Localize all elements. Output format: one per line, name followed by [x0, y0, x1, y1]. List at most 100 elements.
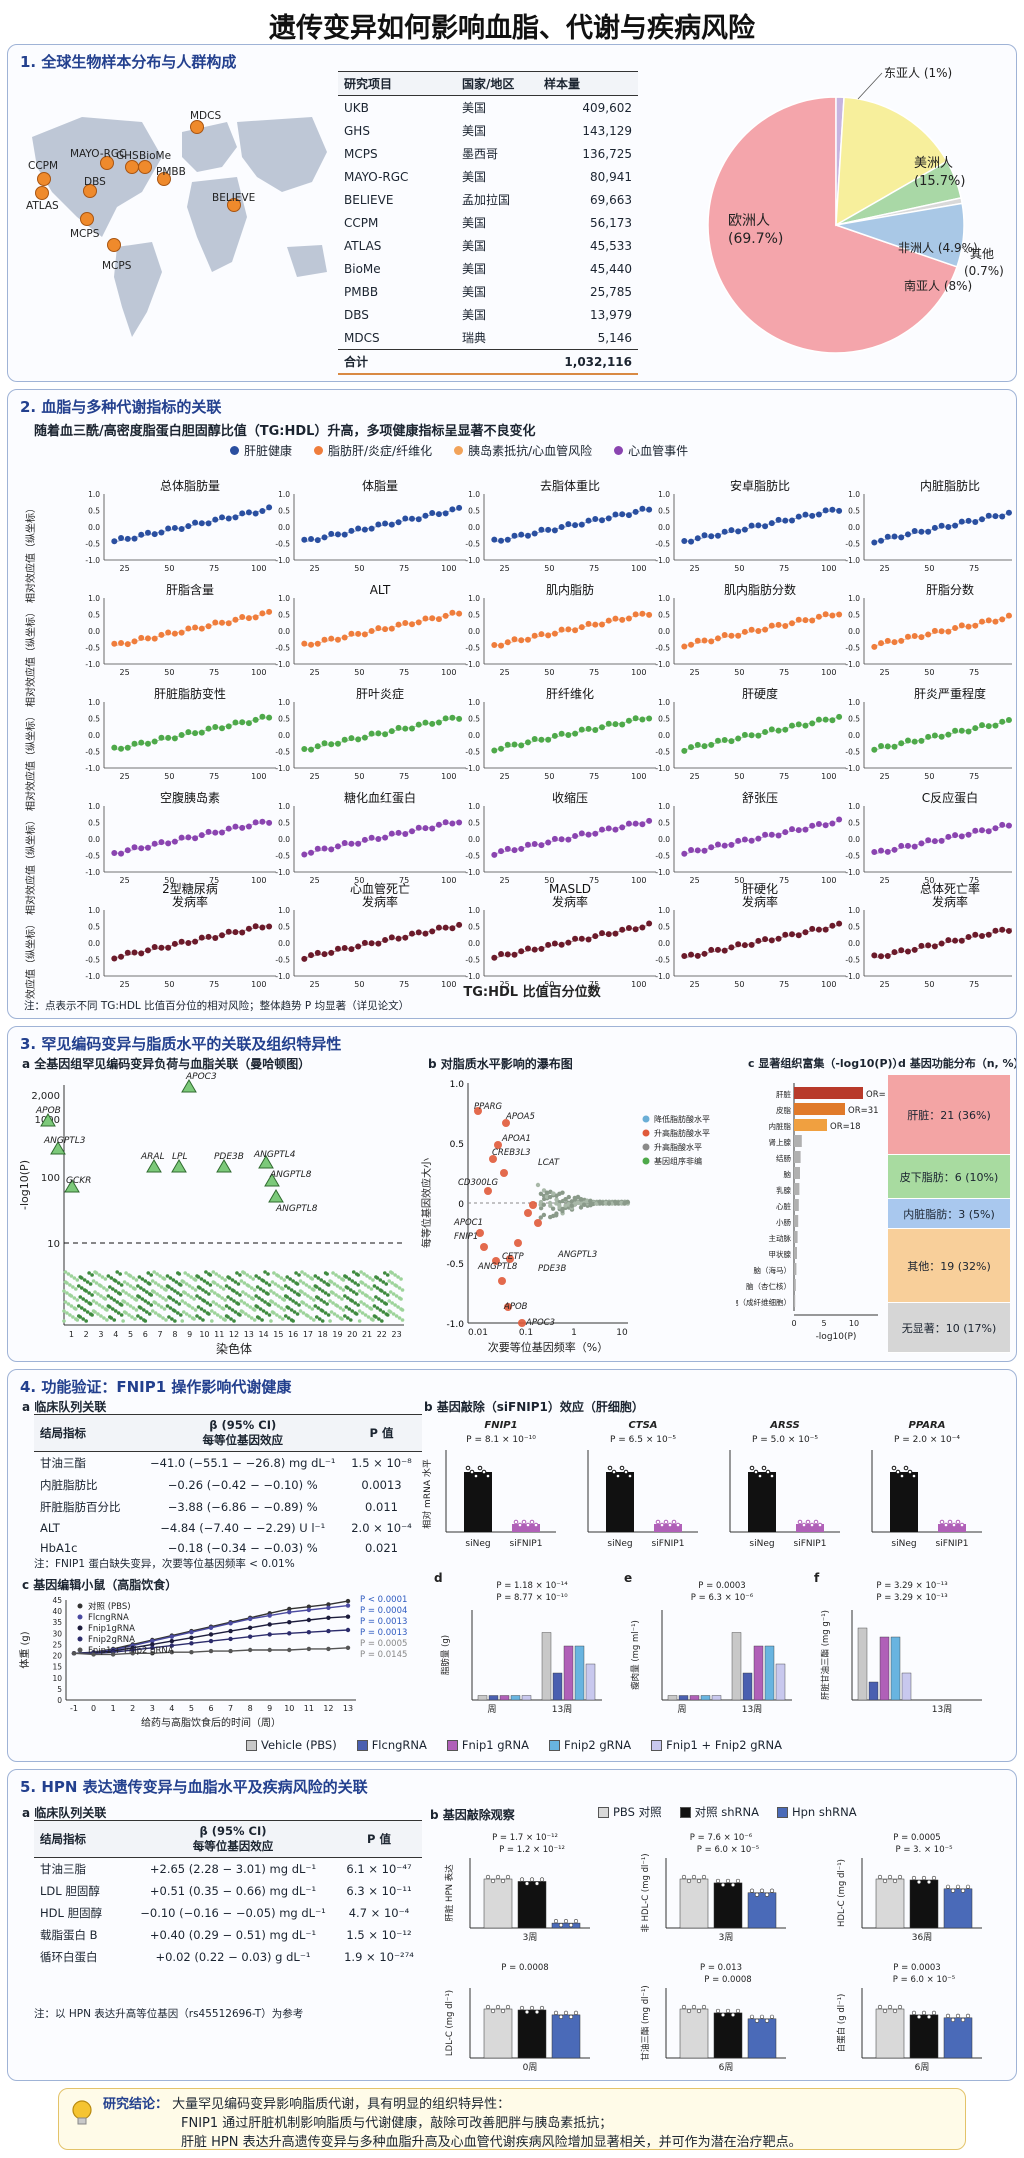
variant-point — [393, 1303, 397, 1307]
variant-point — [108, 1285, 112, 1289]
variant-point — [125, 1282, 130, 1286]
variant-point — [220, 1296, 224, 1300]
variant-point — [150, 1279, 155, 1283]
variant-point — [226, 1295, 230, 1299]
weight-point — [345, 1645, 351, 1650]
variant-point — [273, 1302, 278, 1306]
leader-line — [857, 72, 883, 100]
variant-point — [257, 1276, 261, 1280]
variant-point — [152, 1290, 156, 1294]
tissue-bar — [794, 1087, 863, 1099]
table-cell: ALT — [40, 1521, 60, 1535]
manhattan-plot: 2,000100010010-log10(P)12345678910111213… — [18, 1072, 405, 1356]
function-category-box: 其他：19 (32%) — [888, 1229, 1010, 1303]
variant-point — [189, 1295, 193, 1299]
variant-point — [116, 1311, 121, 1315]
data-point — [801, 1522, 807, 1528]
x-tick: 100 — [441, 772, 456, 781]
study-table-wrap: 研究项目 国家/地区 样本量 UKB 美国 409,602 GHS 美国 143,129 M… — [338, 71, 638, 375]
x-tick: 75 — [779, 668, 789, 677]
x-tick: 0.01 — [468, 1328, 488, 1338]
table-row: MCPS 墨西哥 136,725 — [338, 142, 638, 165]
variant-point — [174, 1300, 179, 1304]
legend-item: Vehicle (PBS) — [246, 1738, 337, 1752]
data-point — [469, 1469, 475, 1475]
subplot-title: 肝叶炎症 — [356, 686, 404, 701]
scatter-point — [545, 526, 552, 533]
section-3-title: 3. 罕见编码变异与脂质水平的关联及组织特异性 — [20, 1035, 342, 1053]
variant-point — [245, 1273, 250, 1277]
trend-line — [684, 820, 840, 855]
y-tick: -1.0 — [465, 660, 480, 669]
table-cell: +0.02 (0.22 − 0.03) g dL⁻¹ — [155, 1950, 311, 1964]
scatter-point — [144, 740, 151, 747]
table-cell: 13,979 — [590, 307, 632, 322]
y-tick: -1.0 — [845, 660, 860, 669]
variant-point — [85, 1280, 90, 1284]
variant-point — [187, 1284, 192, 1288]
p-value: P < 0.0001 — [360, 1595, 407, 1605]
y-tick: -1.0 — [465, 868, 480, 877]
variant-point — [380, 1299, 384, 1303]
variant-point — [96, 1292, 100, 1296]
y-tick: 0.5 — [658, 611, 670, 620]
p-value: P = 0.0008 — [704, 1975, 751, 1985]
data-point — [730, 1882, 736, 1888]
site-label: MAYO-RGC — [70, 148, 126, 160]
conclusion-line-1: 大量罕见编码变异影响脂质代谢，具有明显的组织特异性： — [172, 2097, 511, 2112]
site-label: BioMe — [139, 150, 171, 162]
weight-point — [326, 1602, 331, 1607]
y-tick: -1.0 — [465, 764, 480, 773]
variant-point — [356, 1273, 360, 1277]
legend-item: Fnip1 + Fnip2 gRNA — [651, 1738, 782, 1752]
variant-point — [255, 1285, 260, 1289]
table-cell: 409,602 — [582, 100, 632, 115]
gene-label: APOA5 — [505, 1112, 535, 1122]
y-tick: -1.0 — [465, 972, 480, 981]
fnip1-table: 结局指标 β (95% CI) 每等位基因效应 P 值 甘油三酯 −41.0 (−… — [34, 1414, 422, 1558]
data-point — [691, 2004, 697, 2010]
tissue-label: 脑（杏仁核） — [746, 1281, 791, 1291]
scatter-point — [681, 537, 688, 544]
tissue-label: 心脏 — [776, 1201, 791, 1211]
variant-point — [71, 1315, 75, 1319]
group-bar — [499, 1695, 510, 1701]
scatter-point — [158, 631, 165, 638]
subplot-title: 肝炎严重程度 — [914, 686, 986, 701]
variant-point — [68, 1283, 72, 1287]
table-cell: 6.1 × 10⁻⁴⁷ — [346, 1862, 412, 1876]
variant-point — [131, 1276, 136, 1280]
y-tick: -1.0 — [275, 972, 290, 981]
variant-point — [303, 1272, 307, 1276]
variant-point — [246, 1294, 251, 1298]
variant-point — [208, 1303, 213, 1307]
group-bar — [775, 1663, 786, 1701]
scatter-point — [965, 517, 972, 524]
y-tick: 0.0 — [278, 835, 290, 844]
conclusion-line-3: 肝脏 HPN 表达升高遗传变异与多种血脂升高及心血管代谢疾病风险增加显著相关，并… — [181, 2135, 802, 2150]
y-tick: -0.5 — [655, 956, 670, 965]
variant-point — [66, 1272, 71, 1276]
table-row: UKB 美国 409,602 — [338, 96, 638, 120]
y-tick: -0.5 — [655, 540, 670, 549]
chrom-tick: 15 — [273, 1330, 283, 1339]
legend-swatch — [246, 1739, 257, 1751]
variant-point — [304, 1303, 309, 1307]
x-tick: 50 — [164, 876, 174, 885]
variant-point — [62, 1319, 66, 1323]
data-point — [715, 1878, 721, 1884]
x-tick: 25 — [310, 564, 320, 573]
weight-point — [326, 1605, 331, 1610]
data-point — [897, 2004, 903, 2010]
variant-point — [297, 1273, 301, 1277]
variant-point — [99, 1314, 103, 1318]
x-tick: 50 — [164, 668, 174, 677]
table-cell: HDL 胆固醇 — [40, 1906, 103, 1920]
trend-line — [494, 924, 650, 959]
study-site-marker — [190, 120, 204, 134]
x-tick: 75 — [969, 772, 979, 781]
trend-line — [114, 820, 270, 855]
table-cell: −41.0 (−55.1 − −26.8) mg dL⁻¹ — [150, 1456, 336, 1470]
x-tick: 25 — [310, 980, 320, 989]
data-point — [524, 1881, 530, 1886]
